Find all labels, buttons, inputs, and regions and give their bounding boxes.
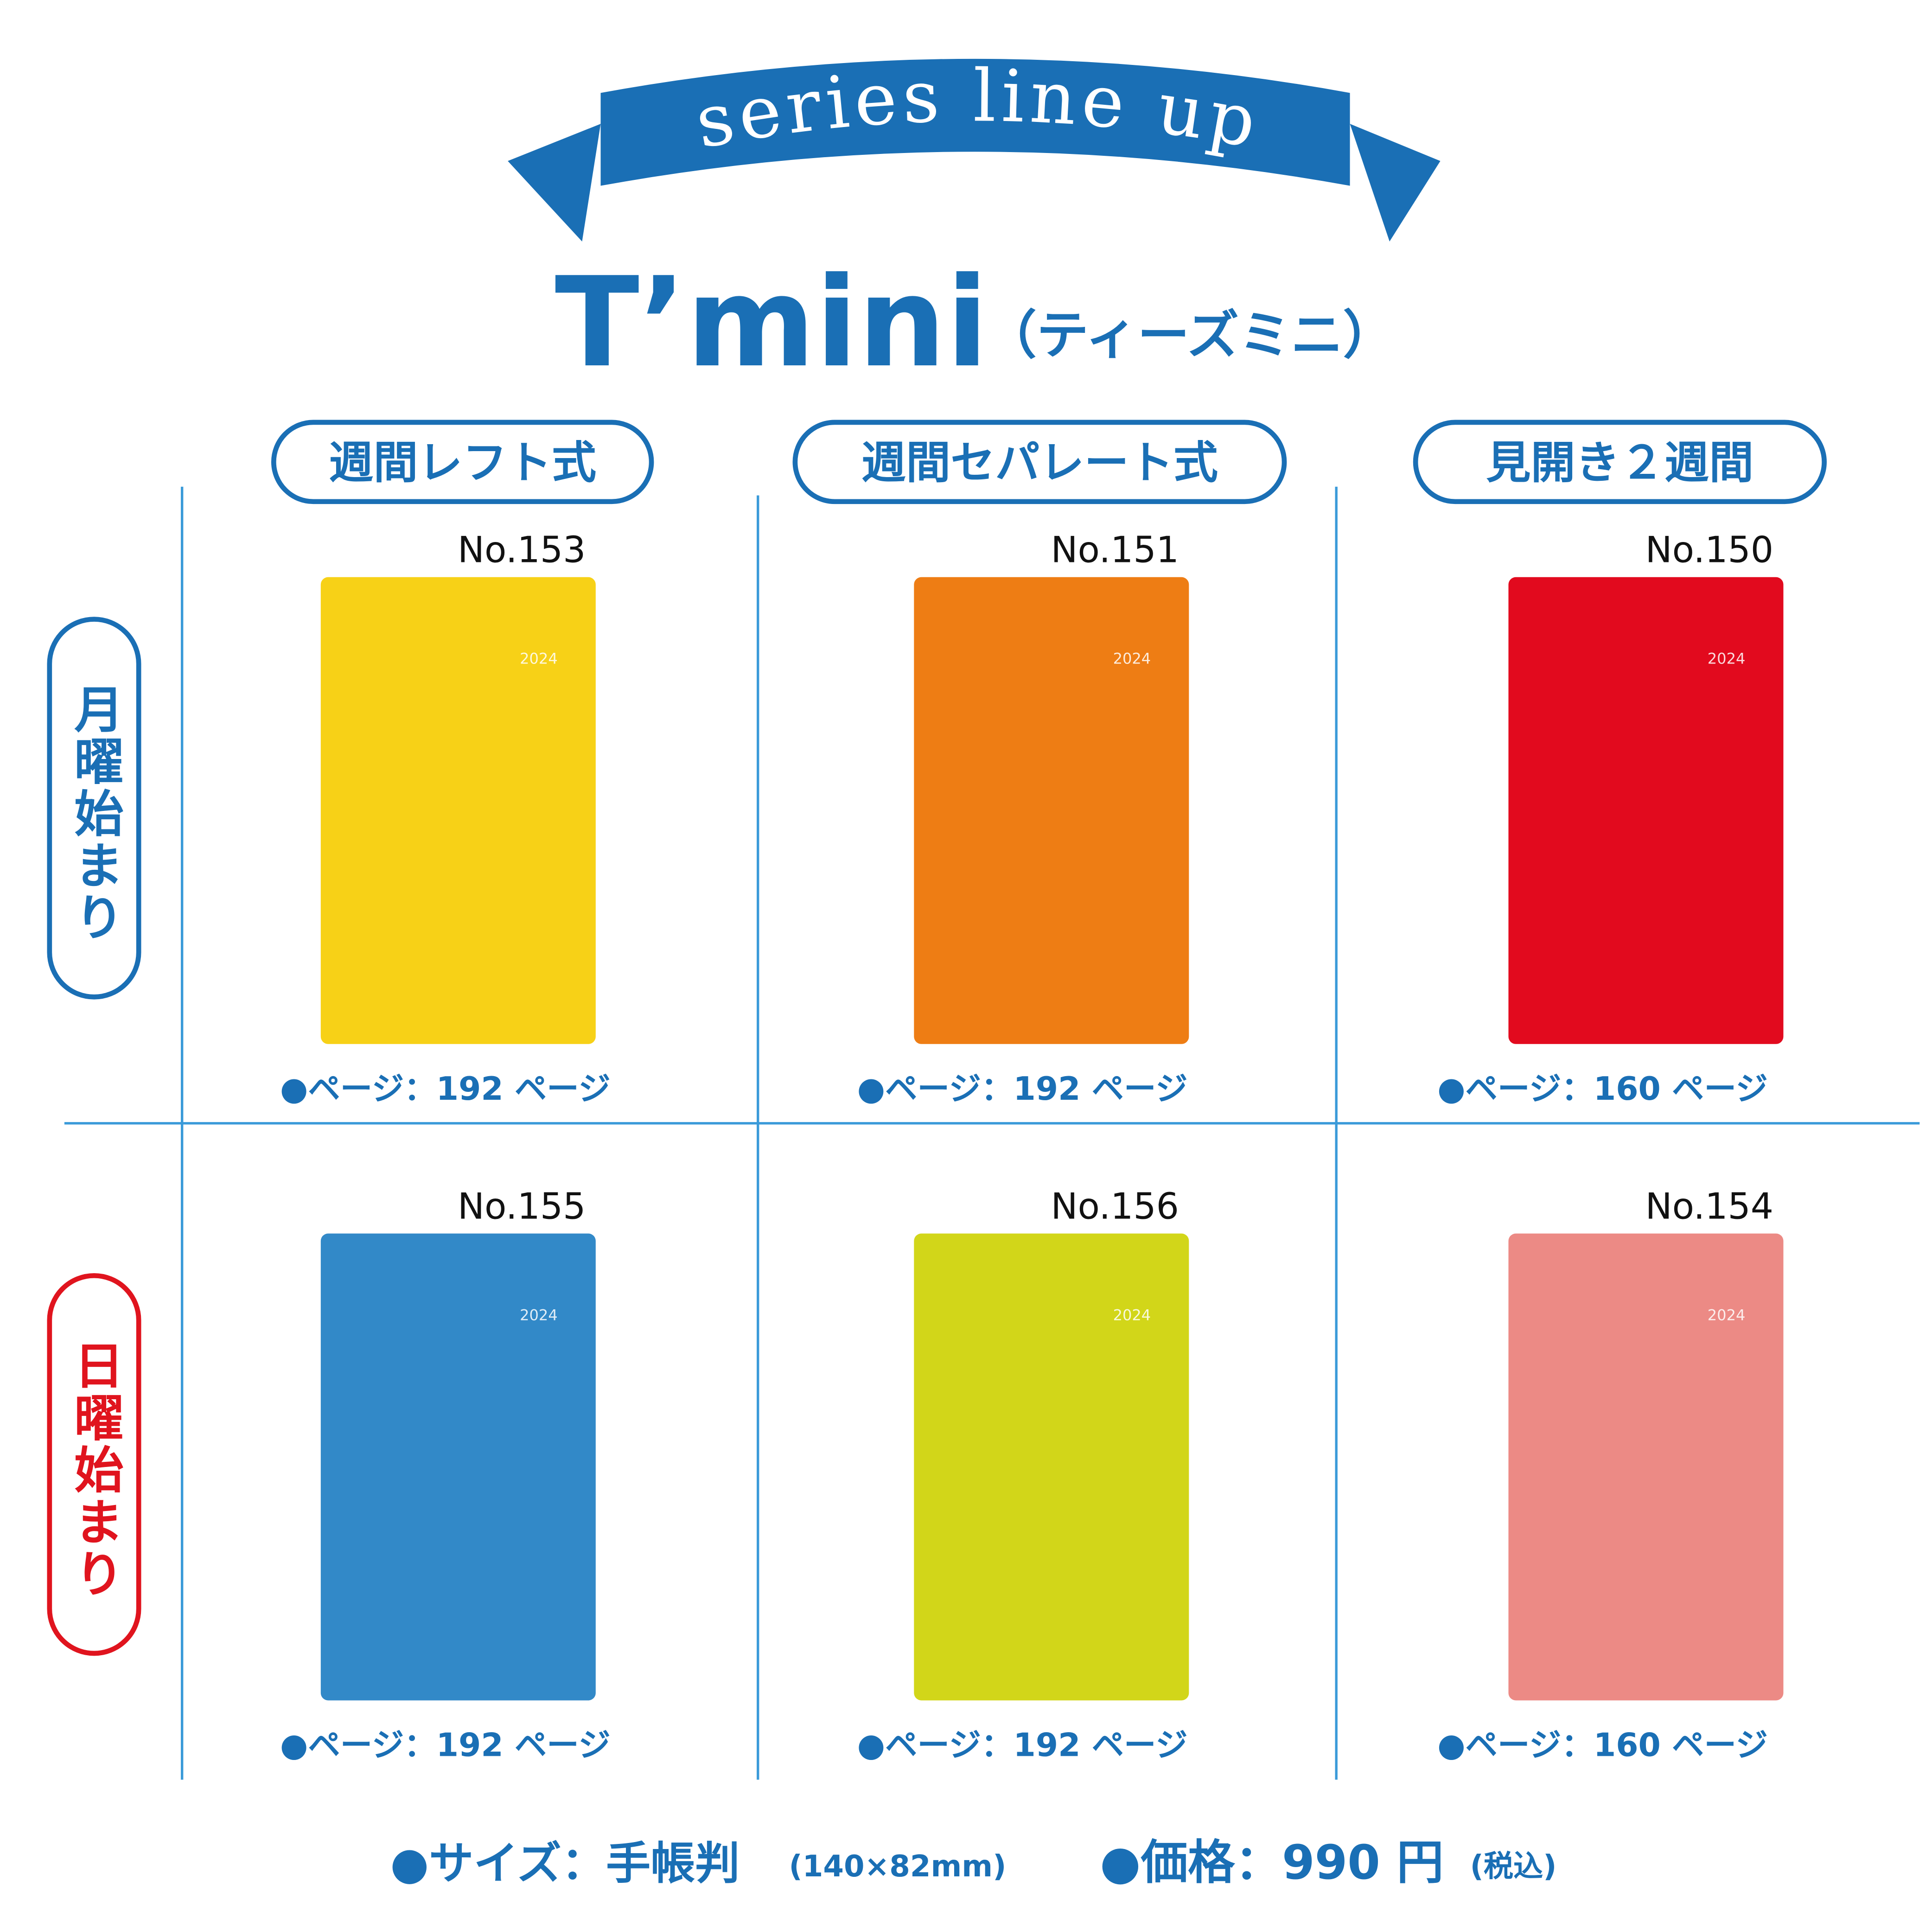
- notebook-cover: [914, 1233, 1189, 1701]
- column-label: 週間セパレート式: [861, 437, 1218, 489]
- ribbon-band: [600, 58, 1350, 186]
- notebook-cover: [914, 577, 1189, 1044]
- row-label: 月曜始まり: [65, 683, 123, 944]
- title: T’mini: [555, 250, 988, 395]
- grid: [64, 486, 1920, 1780]
- column-pill: [1413, 420, 1827, 504]
- notebook-cover: [1508, 1233, 1784, 1701]
- column-pill: [792, 420, 1287, 504]
- footer-price: ●価格：990 円: [1100, 1835, 1444, 1890]
- footer-price-note: (税込): [1470, 1849, 1557, 1884]
- page-count: ●ページ：160 ページ: [1437, 1727, 1768, 1764]
- ribbon: series line up: [508, 54, 1441, 242]
- cover-year: 2024: [1708, 1306, 1746, 1324]
- product-number: No.153: [458, 529, 586, 571]
- product-number: No.154: [1645, 1186, 1773, 1227]
- column-pill: [271, 420, 654, 504]
- ribbon-tail: [508, 124, 601, 242]
- cover-year: 2024: [1113, 650, 1151, 668]
- footer-size-detail: (140×82mm): [789, 1849, 1007, 1884]
- page-count: ●ページ：192 ページ: [857, 1727, 1188, 1764]
- notebook-cover: [320, 1233, 596, 1701]
- column-label: 見開き２週間: [1486, 437, 1753, 489]
- footer: ●サイズ：手帳判 (140×82mm) ●価格：990 円 (税込): [390, 1835, 1556, 1890]
- cover-year: 2024: [520, 650, 558, 668]
- row-label: 日曜始まり: [65, 1340, 123, 1600]
- notebook-cover: [320, 577, 596, 1044]
- row-pill: [47, 1273, 141, 1656]
- page-count: ●ページ：160 ページ: [1437, 1071, 1768, 1108]
- cover-year: 2024: [520, 1306, 558, 1324]
- column-label: 週間レフト式: [329, 437, 596, 489]
- product-number: No.156: [1051, 1186, 1179, 1227]
- row-pill: [47, 617, 141, 1000]
- product-number: No.151: [1051, 529, 1179, 571]
- footer-size: ●サイズ：手帳判: [390, 1837, 740, 1889]
- cover-year: 2024: [1708, 650, 1746, 668]
- page-count: ●ページ：192 ページ: [857, 1071, 1188, 1108]
- product-number: No.150: [1645, 529, 1773, 571]
- product-number: No.155: [458, 1186, 586, 1227]
- page-count: ●ページ：192 ページ: [280, 1071, 611, 1108]
- ribbon-tail: [1350, 124, 1441, 242]
- notebook-cover: [1508, 577, 1784, 1044]
- page-count: ●ページ：192 ページ: [280, 1727, 611, 1764]
- cover-year: 2024: [1113, 1306, 1151, 1324]
- subtitle: （ティーズミニ）: [985, 305, 1395, 365]
